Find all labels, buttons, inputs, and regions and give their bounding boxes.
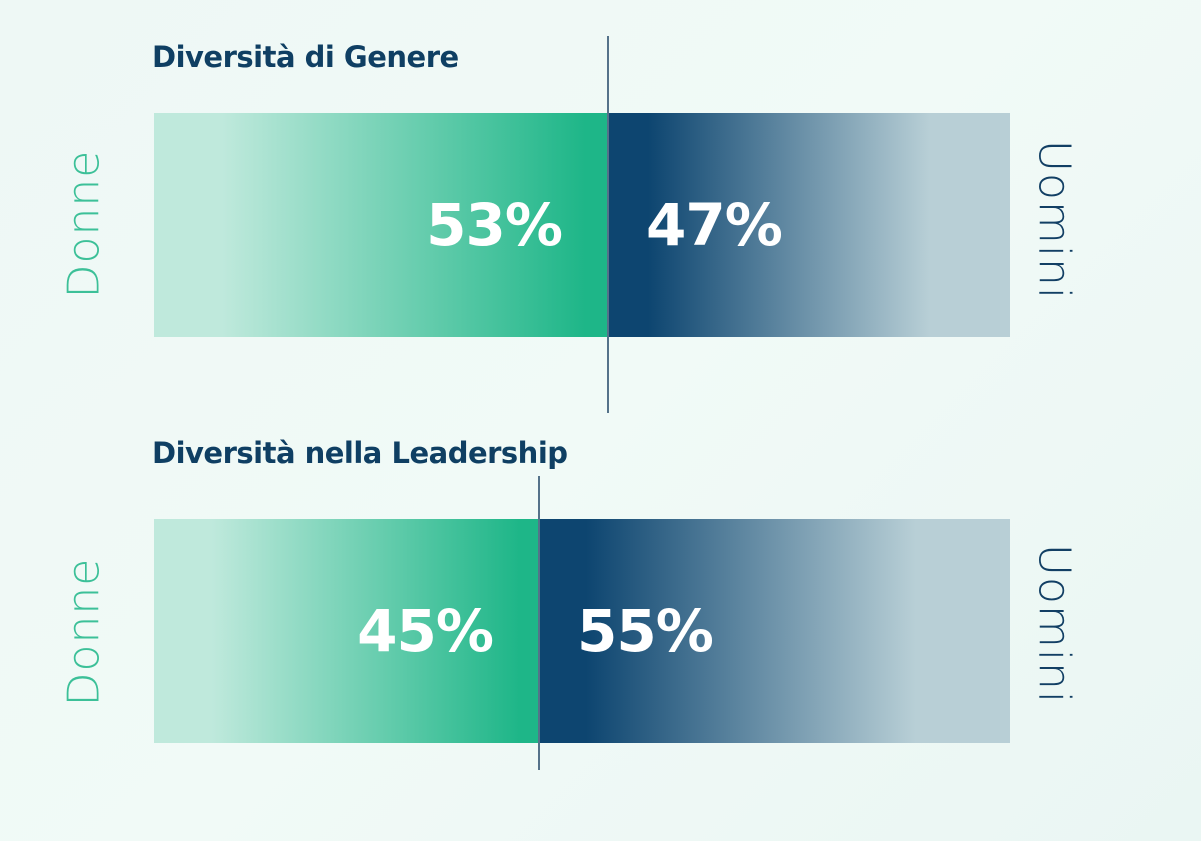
women-bar-segment (154, 113, 608, 337)
women-axis-label: Donne (58, 149, 110, 299)
men-bar-segment (608, 113, 1010, 337)
chart-title: Diversità nella Leadership (152, 436, 568, 470)
stacked-bar: 53% 47% (154, 113, 1010, 337)
split-divider-line (607, 36, 609, 413)
stacked-bar: 45% 55% (154, 519, 1010, 743)
men-percent-label: 55% (577, 597, 714, 665)
split-divider-line (538, 476, 540, 770)
women-percent-label: 53% (426, 191, 563, 259)
women-percent-label: 45% (357, 597, 494, 665)
men-percent-label: 47% (646, 191, 783, 259)
women-axis-label: Donne (58, 557, 110, 707)
chart-title: Diversità di Genere (152, 40, 459, 74)
women-bar-segment (154, 519, 539, 743)
men-bar-segment (539, 519, 1010, 743)
men-axis-label: Uomini (1028, 139, 1080, 301)
men-axis-label: Uomini (1028, 543, 1080, 705)
